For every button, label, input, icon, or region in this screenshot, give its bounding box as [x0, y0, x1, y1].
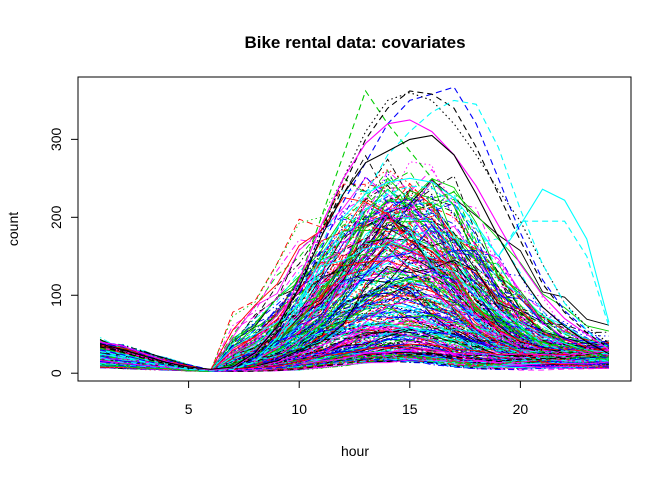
series-line-163	[100, 247, 609, 373]
series-line-highlight-4	[99, 90, 610, 371]
series-line-63	[100, 340, 609, 372]
series-line-312	[99, 223, 609, 371]
series-line-355	[100, 197, 609, 371]
series-line-57	[99, 268, 609, 371]
series-line-144	[100, 193, 609, 371]
series-line-359	[99, 318, 609, 372]
series-line-348	[100, 330, 609, 371]
series-line-141	[100, 195, 609, 372]
series-line-highlight-1	[99, 185, 610, 372]
y-tick-label: 100	[48, 283, 64, 307]
x-tick-label: 15	[402, 401, 418, 417]
series-lines	[99, 86, 610, 373]
series-line-342	[99, 259, 609, 371]
x-tick-label: 5	[185, 401, 193, 417]
series-line-357	[100, 329, 609, 372]
y-tick-label: 200	[48, 205, 64, 229]
y-axis-label: count	[5, 212, 21, 246]
series-line-highlight-3	[99, 86, 610, 372]
series-line-321	[99, 172, 609, 371]
series-line-158	[99, 286, 609, 371]
y-tick-label: 0	[48, 369, 64, 377]
series-line-347	[100, 206, 609, 372]
series-line-228	[100, 341, 609, 372]
series-line-269	[100, 250, 609, 372]
series-line-289	[100, 183, 609, 371]
x-tick-label: 10	[291, 401, 307, 417]
series-line-129	[99, 303, 609, 371]
series-line-346	[100, 296, 609, 371]
x-axis-label: hour	[341, 443, 369, 459]
series-line-283	[100, 168, 609, 371]
series-line-116	[99, 169, 609, 371]
series-line-356	[100, 177, 610, 372]
series-line-351	[100, 271, 609, 371]
y-axis: 0 100 200 300	[48, 127, 79, 377]
series-line-highlight-8	[99, 134, 610, 370]
x-tick-label: 20	[513, 401, 529, 417]
series-line-280	[100, 267, 609, 372]
series-line-345	[100, 358, 609, 372]
y-tick-label: 300	[48, 127, 64, 151]
series-line-240	[100, 358, 609, 372]
series-line-267	[100, 175, 609, 372]
chart-title: Bike rental data: covariates	[244, 33, 465, 52]
series-line-highlight-0	[100, 177, 610, 371]
x-axis: 5 10 15 20	[185, 380, 529, 417]
series-line-340	[100, 356, 609, 372]
